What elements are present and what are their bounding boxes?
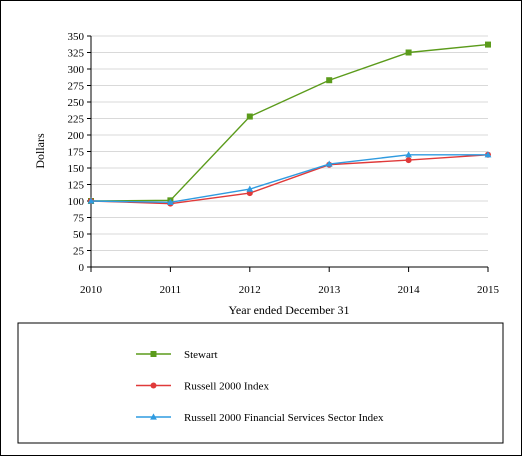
legend-label: Russell 2000 Financial Services Sector I… — [184, 412, 384, 424]
series-line — [90, 43, 489, 202]
y-tick-label: 350 — [68, 31, 85, 43]
x-tick-label: 2012 — [239, 284, 261, 296]
legend-label: Russell 2000 Index — [184, 381, 269, 393]
grid-lines — [91, 35, 488, 251]
x-tick-label: 2010 — [80, 284, 103, 296]
y-tick-label: 75 — [73, 213, 85, 225]
y-tick-label: 25 — [73, 246, 85, 258]
y-tick-label: 125 — [68, 180, 85, 192]
y-axis-title: Dollars — [33, 133, 47, 169]
series-layer — [87, 41, 492, 207]
y-tick-label: 175 — [68, 147, 85, 159]
data-point — [326, 77, 333, 84]
legend-item: Russell 2000 Index — [136, 381, 269, 393]
data-point — [485, 41, 491, 48]
y-tick-label: 325 — [68, 48, 85, 60]
series-line — [90, 154, 488, 204]
legend-marker — [150, 382, 157, 389]
y-tick-label: 250 — [68, 97, 85, 109]
x-tick-label: 2013 — [318, 284, 341, 296]
axes — [87, 35, 489, 272]
y-tick-label: 225 — [68, 114, 85, 126]
y-tick-label: 300 — [68, 64, 85, 76]
legend-item: Russell 2000 Financial Services Sector I… — [136, 412, 384, 424]
data-point — [167, 198, 174, 205]
legend: Stewart Russell 2000 Index Russell 2000 Fi… — [136, 349, 384, 424]
x-tick-label: 2011 — [160, 284, 182, 296]
legend-marker — [150, 413, 157, 420]
data-point — [87, 197, 95, 204]
x-tick-label: 2014 — [398, 284, 421, 296]
y-tick-label: 0 — [79, 262, 85, 274]
y-tick-labels: 0 25 50 75 100 125 150 175 200 225 250 275 300 325 350 — [68, 31, 85, 274]
data-point — [246, 113, 253, 120]
data-point — [246, 185, 254, 192]
x-tick-labels: 2010 2011 2012 2013 2014 2015 — [80, 284, 500, 296]
series-russell-2000-index — [88, 151, 491, 207]
y-tick-label: 100 — [68, 196, 85, 208]
y-tick-label: 275 — [68, 81, 85, 93]
x-axis-title: Year ended December 31 — [228, 303, 349, 317]
y-tick-label: 150 — [68, 163, 85, 175]
data-point — [405, 157, 412, 164]
data-point — [484, 151, 492, 158]
x-tick-label: 2015 — [477, 284, 500, 296]
data-point — [405, 151, 412, 158]
legend-box — [17, 322, 504, 444]
series-stewart — [88, 41, 491, 204]
legend-label: Stewart — [184, 349, 218, 361]
legend-item: Stewart — [136, 349, 218, 361]
series-russell-2000-financial-services-sector-index — [87, 151, 492, 205]
data-point — [325, 160, 333, 167]
series-line — [90, 154, 489, 205]
y-tick-label: 50 — [73, 229, 85, 241]
legend-marker — [150, 351, 157, 357]
data-point — [405, 49, 412, 56]
y-tick-label: 200 — [68, 130, 85, 142]
